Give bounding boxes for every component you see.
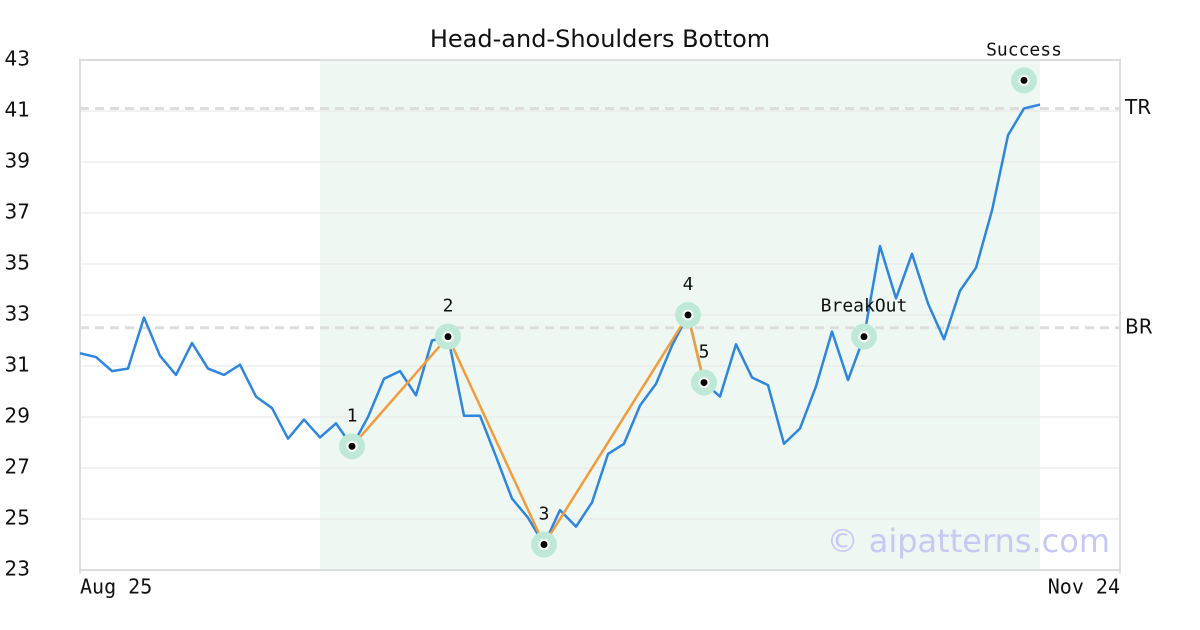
y-tick-label: 31	[5, 353, 30, 377]
y-tick-label: 39	[5, 149, 30, 173]
marker-label: 4	[683, 274, 694, 295]
marker-dot	[858, 331, 870, 343]
price-line	[79, 103, 1041, 546]
marker-dot	[1018, 74, 1030, 86]
y-tick-label: 27	[5, 455, 30, 479]
y-tick-label: 29	[5, 404, 30, 428]
y-tick-label: 37	[5, 200, 30, 224]
watermark: © aipatterns.com	[827, 522, 1110, 560]
level-label: TR	[1124, 95, 1151, 119]
marker-label: BreakOut	[821, 296, 908, 317]
x-tick-label: Nov 24	[1048, 575, 1120, 599]
y-tick-label: 35	[5, 251, 30, 275]
marker-dot	[538, 539, 550, 550]
level-label: BR	[1125, 314, 1153, 338]
x-tick-label: Aug 25	[80, 575, 152, 599]
y-tick-label: 25	[5, 506, 30, 530]
y-tick-label: 41	[5, 98, 30, 122]
y-tick-label: 33	[5, 302, 30, 326]
marker-label: Success	[986, 39, 1062, 60]
y-tick-label: 43	[5, 47, 30, 71]
marker-dot	[442, 331, 454, 343]
marker-label: 3	[539, 504, 550, 525]
plot-border	[79, 59, 1121, 571]
marker-label: 1	[347, 405, 358, 426]
marker-dot	[698, 377, 710, 389]
marker-dot	[346, 440, 358, 452]
marker-label: 5	[699, 342, 710, 363]
marker-label: 2	[443, 296, 454, 317]
marker-dot	[682, 309, 694, 321]
y-tick-label: 23	[5, 557, 30, 581]
chart-title: Head-and-Shoulders Bottom	[430, 25, 770, 53]
